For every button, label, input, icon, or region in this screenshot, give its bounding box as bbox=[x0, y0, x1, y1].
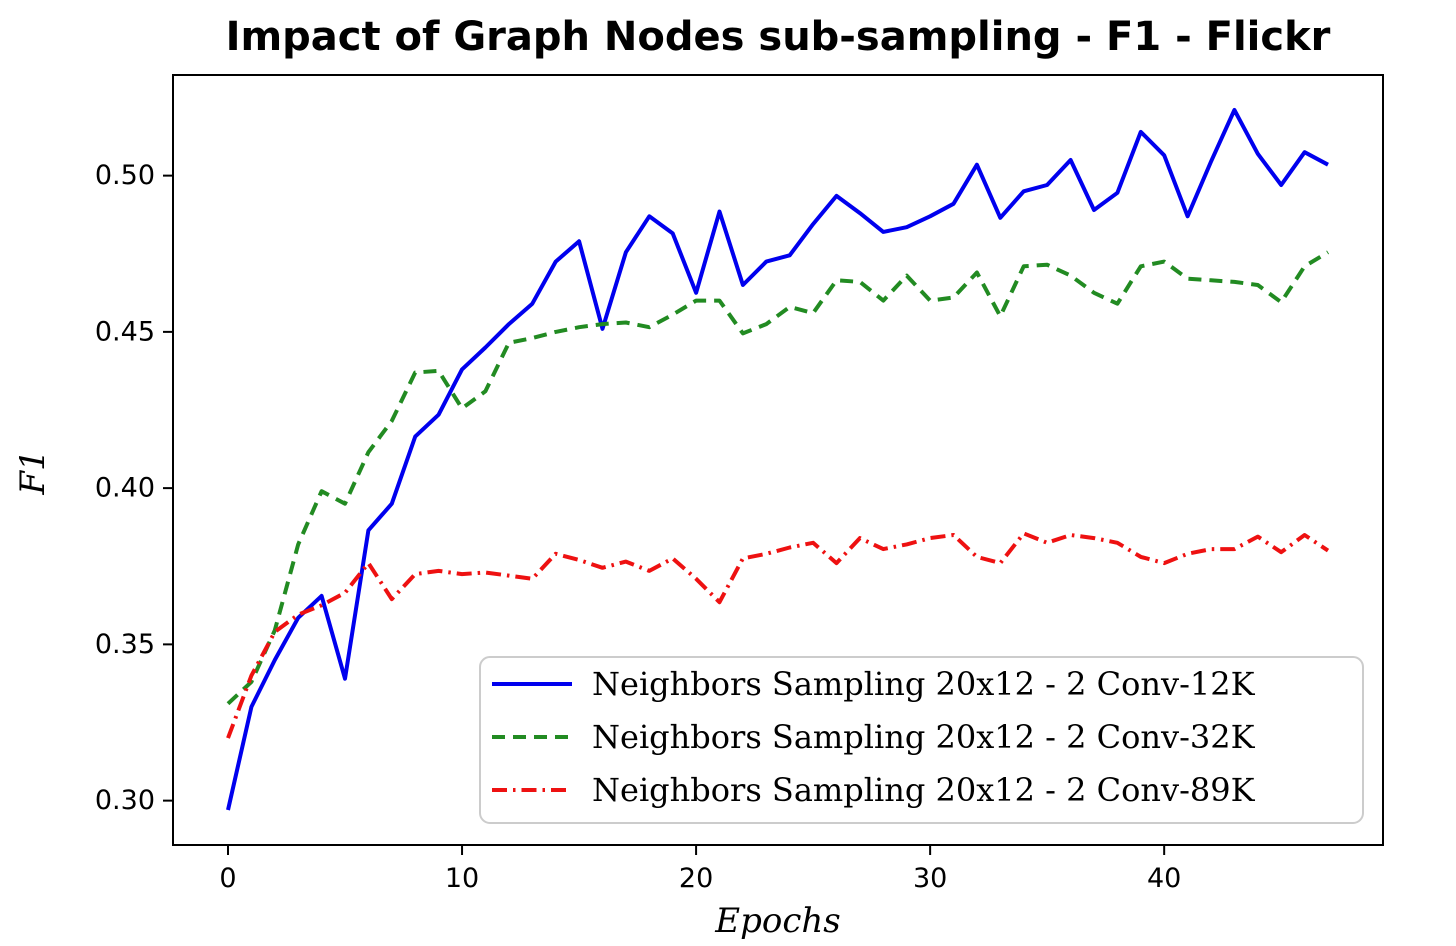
legend-label-3: Neighbors Sampling 20x12 - 2 Conv-89K bbox=[592, 771, 1256, 809]
chart-title: Impact of Graph Nodes sub-sampling - F1 … bbox=[226, 14, 1331, 60]
tick-layer: 0.30 0.35 0.40 0.45 0.50 0 10 20 30 40 bbox=[95, 160, 1181, 894]
plot-area-border bbox=[172, 74, 1384, 846]
x-tick-label: 10 bbox=[445, 863, 479, 894]
series-line-3 bbox=[226, 531, 1330, 739]
legend-label-1: Neighbors Sampling 20x12 - 2 Conv-12K bbox=[592, 665, 1256, 703]
x-tick-label: 0 bbox=[219, 863, 236, 894]
x-tick-label: 40 bbox=[1147, 863, 1181, 894]
series-line-2 bbox=[226, 250, 1330, 706]
legend: Neighbors Sampling 20x12 - 2 Conv-12K Nei… bbox=[479, 656, 1364, 824]
y-tick-label: 0.30 bbox=[95, 785, 155, 816]
legend-label-2: Neighbors Sampling 20x12 - 2 Conv-32K bbox=[592, 718, 1256, 756]
x-axis-label: Epochs bbox=[714, 901, 840, 941]
y-tick-label: 0.40 bbox=[95, 473, 155, 504]
legend-box bbox=[479, 656, 1364, 824]
y-axis-label: F1 bbox=[13, 449, 53, 495]
y-tick-label: 0.50 bbox=[95, 160, 155, 191]
y-tick-label: 0.35 bbox=[95, 629, 155, 660]
series-line-1 bbox=[226, 108, 1329, 811]
series-layer bbox=[226, 108, 1330, 811]
y-tick-label: 0.45 bbox=[95, 316, 155, 347]
x-tick-label: 20 bbox=[679, 863, 713, 894]
x-tick-label: 30 bbox=[913, 863, 947, 894]
